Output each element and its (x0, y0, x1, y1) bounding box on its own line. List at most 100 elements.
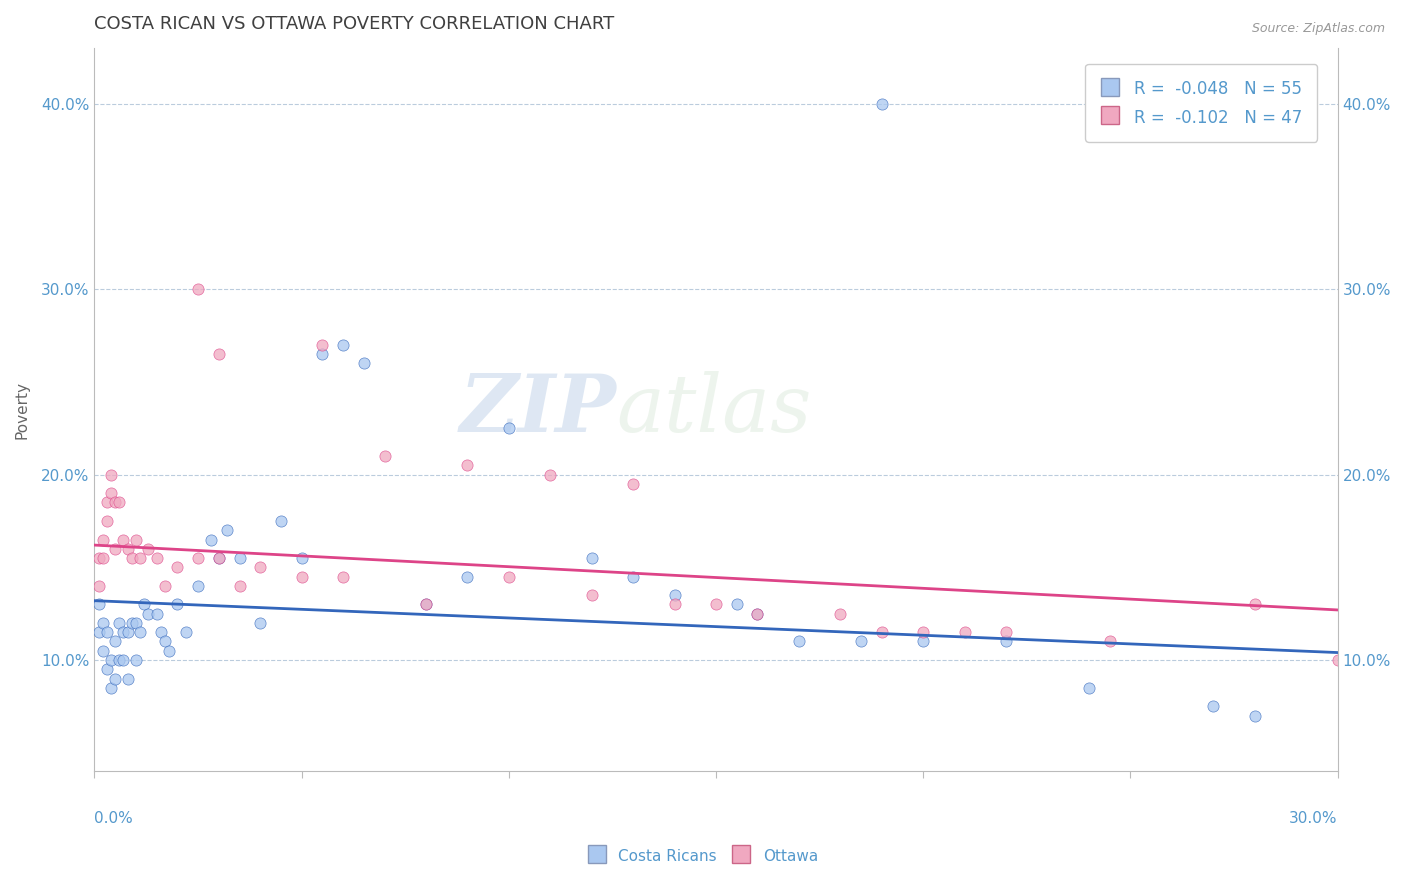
Point (228, 579, 250, 593)
Point (208, 347, 231, 361)
Point (87, 579, 110, 593)
Point (104, 672, 127, 686)
Point (747, 607, 769, 621)
Text: COSTA RICAN VS OTTAWA POVERTY CORRELATION CHART: COSTA RICAN VS OTTAWA POVERTY CORRELATIO… (94, 15, 614, 33)
Text: 30.0%: 30.0% (1289, 811, 1337, 826)
Point (87, 551, 110, 566)
Point (166, 598, 188, 612)
Point (100, 681, 122, 695)
Point (104, 495, 127, 509)
Point (100, 486, 122, 500)
Point (187, 579, 209, 593)
Point (1243, 598, 1265, 612)
Point (108, 653, 131, 667)
Y-axis label: Poverty: Poverty (15, 381, 30, 439)
Point (953, 625, 976, 640)
Point (100, 653, 122, 667)
Point (704, 598, 727, 612)
Point (125, 615, 148, 630)
Point (374, 449, 396, 463)
Point (332, 338, 354, 352)
Point (145, 551, 167, 566)
Legend: Costa Ricans, Ottawa: Costa Ricans, Ottawa (582, 841, 824, 871)
Text: ZIP: ZIP (460, 371, 617, 449)
Point (664, 598, 686, 612)
Text: Source: ZipAtlas.com: Source: ZipAtlas.com (1251, 22, 1385, 36)
Text: atlas: atlas (617, 371, 813, 449)
Point (87, 598, 110, 612)
Point (538, 467, 561, 482)
Point (1098, 634, 1121, 648)
Point (112, 533, 135, 547)
Point (995, 625, 1018, 640)
Point (787, 634, 810, 648)
Point (96, 514, 118, 528)
Point (149, 625, 172, 640)
Point (249, 615, 271, 630)
Point (747, 607, 769, 621)
Point (91, 615, 114, 630)
Point (187, 551, 209, 566)
Point (153, 579, 176, 593)
Point (249, 560, 271, 574)
Point (125, 653, 148, 667)
Point (117, 625, 139, 640)
Point (228, 551, 250, 566)
Point (138, 607, 160, 621)
Point (208, 551, 231, 566)
Point (995, 634, 1018, 648)
Point (166, 560, 188, 574)
Point (91, 551, 114, 566)
Legend: R =  -0.048   N = 55, R =  -0.102   N = 47: R = -0.048 N = 55, R = -0.102 N = 47 (1085, 64, 1317, 142)
Point (121, 615, 143, 630)
Point (91, 644, 114, 658)
Point (498, 421, 520, 435)
Text: 0.0%: 0.0% (94, 811, 134, 826)
Point (129, 625, 152, 640)
Point (108, 615, 131, 630)
Point (830, 607, 852, 621)
Point (96, 625, 118, 640)
Point (217, 523, 239, 537)
Point (581, 551, 603, 566)
Point (311, 338, 333, 352)
Point (1078, 681, 1101, 695)
Point (87, 625, 110, 640)
Point (157, 644, 180, 658)
Point (581, 588, 603, 602)
Point (498, 569, 520, 583)
Point (104, 541, 127, 556)
Point (311, 347, 333, 361)
Point (621, 569, 644, 583)
Point (1202, 699, 1225, 714)
Point (725, 598, 748, 612)
Point (621, 477, 644, 491)
Point (870, 625, 893, 640)
Point (112, 653, 135, 667)
Point (104, 634, 127, 648)
Point (353, 356, 375, 370)
Point (112, 625, 135, 640)
Point (91, 533, 114, 547)
Point (121, 551, 143, 566)
Point (187, 282, 209, 296)
Point (117, 672, 139, 686)
Point (174, 625, 197, 640)
Point (117, 541, 139, 556)
Point (912, 625, 935, 640)
Point (870, 97, 893, 112)
Point (456, 569, 478, 583)
Point (291, 551, 314, 566)
Point (456, 458, 478, 473)
Point (96, 662, 118, 676)
Point (664, 588, 686, 602)
Point (153, 634, 176, 648)
Point (129, 551, 152, 566)
Point (100, 467, 122, 482)
Point (138, 541, 160, 556)
Point (145, 607, 167, 621)
Point (1243, 708, 1265, 723)
Point (332, 569, 354, 583)
Point (415, 598, 437, 612)
Point (291, 569, 314, 583)
